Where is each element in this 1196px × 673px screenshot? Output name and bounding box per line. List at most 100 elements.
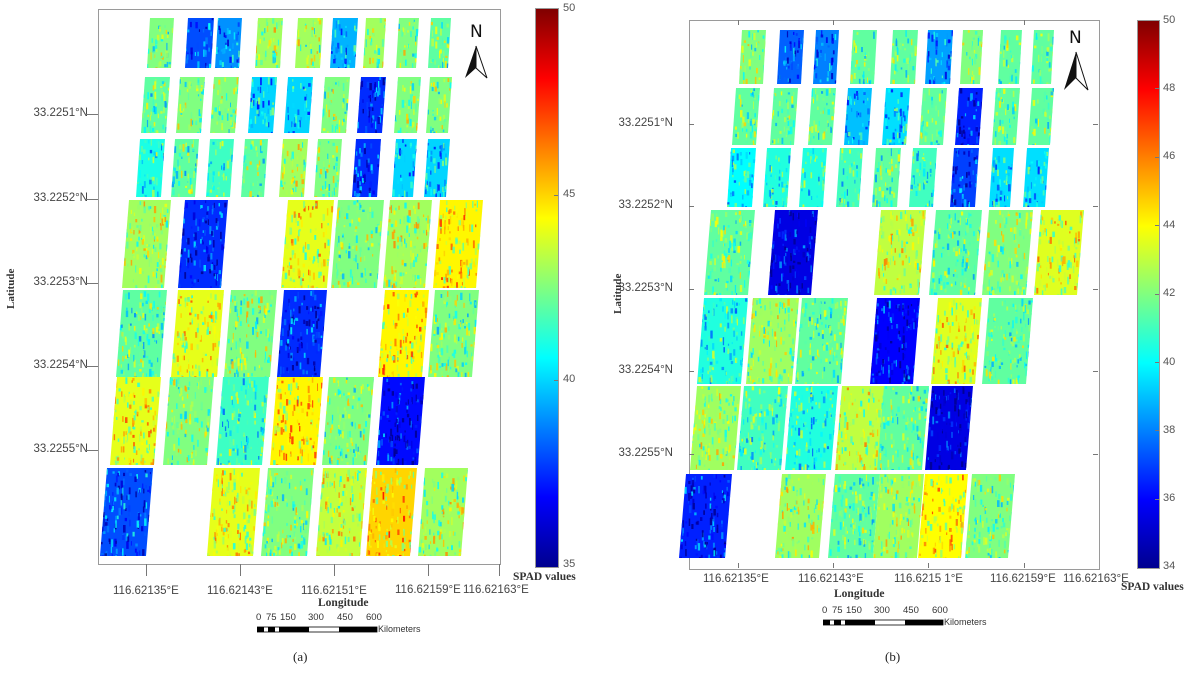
north-label: N [470, 22, 483, 42]
field-plot-fill [777, 30, 804, 84]
field-plot-fill [428, 18, 451, 68]
x-tick [428, 564, 429, 576]
field-plot [241, 139, 268, 197]
x-tick [240, 564, 241, 576]
x-tick [334, 564, 335, 576]
field-plot [799, 148, 827, 207]
field-plot [836, 148, 863, 207]
field-plot [1034, 210, 1084, 295]
field-plot [850, 30, 877, 84]
x-tick-label: 116.62163°E [1063, 573, 1129, 585]
field-plot [989, 148, 1014, 207]
x-tick [1024, 20, 1025, 25]
field-plot [918, 474, 968, 558]
field-plot [690, 386, 741, 470]
x-tick-label: 116.62135°E [703, 573, 769, 585]
field-plot-fill [960, 30, 983, 84]
y-tick [1093, 454, 1098, 455]
y-tick [86, 114, 98, 115]
colorbar-tick [1155, 88, 1159, 89]
panel-label: (b) [885, 649, 901, 664]
scale-unit: Kilometers [378, 624, 421, 634]
x-tick-label: 116.62135°E [113, 585, 179, 597]
colorbar-tick [1155, 157, 1159, 158]
field-plot [925, 386, 973, 470]
x-tick [146, 564, 147, 576]
field-plot [727, 148, 756, 207]
field-plot [828, 474, 880, 558]
field-plot-fill [873, 474, 924, 558]
scale-label: 600 [932, 605, 948, 616]
field-plot-fill [331, 200, 384, 288]
field-plot-fill [768, 210, 818, 295]
colorbar-tick [1155, 499, 1159, 500]
field-plot [813, 30, 839, 84]
scale-bar: 0 75 150 300 450 600 Kilometers [256, 612, 421, 638]
field-plot [270, 377, 323, 465]
field-plot [679, 474, 732, 558]
field-plot-fill [919, 88, 947, 145]
field-plot-fill [171, 139, 199, 197]
y-tick [689, 124, 694, 125]
field-plot-fill [163, 377, 214, 465]
y-tick-label: 33.2252°N [618, 199, 673, 211]
scale-bar-graphic [823, 619, 944, 626]
field-plot [224, 290, 277, 377]
field-plot-fill [363, 18, 386, 68]
field-plot [1023, 148, 1049, 207]
scale-label: 450 [337, 612, 353, 623]
field-plot [992, 88, 1020, 145]
field-plot [261, 468, 314, 556]
field-plot-fill [931, 298, 982, 384]
y-tick [1093, 124, 1098, 125]
scale-label: 0 [822, 605, 828, 616]
x-tick-label: 116.62143°E [798, 573, 864, 585]
field-plot [835, 386, 888, 470]
field-plot-fill [989, 148, 1014, 207]
x-tick [738, 20, 739, 25]
field-plot [775, 474, 826, 558]
scale-label: 450 [903, 605, 919, 616]
colorbar-label: 38 [1163, 424, 1176, 436]
field-plot-fill [122, 200, 171, 288]
field-plot [770, 88, 798, 145]
colorbar-label: 50 [1163, 14, 1176, 26]
y-tick-label: 33.2251°N [33, 107, 88, 119]
field-plot [1028, 88, 1054, 145]
y-tick-label: 33.2254°N [33, 359, 88, 371]
field-plot-fill [836, 148, 863, 207]
y-tick [86, 450, 98, 451]
x-tick [833, 20, 834, 25]
colorbar-tick [554, 195, 558, 196]
x-tick [833, 563, 834, 568]
field-plot [352, 139, 381, 197]
y-tick [1093, 371, 1098, 372]
field-plot [785, 386, 838, 470]
field-plot [960, 30, 983, 84]
field-plot [874, 210, 926, 295]
x-tick-label: 116.62151°E [301, 585, 367, 597]
colorbar [535, 8, 559, 568]
field-plot [737, 386, 788, 470]
field-plot [882, 88, 910, 145]
colorbar-label: 46 [1163, 150, 1176, 162]
scale-label: 150 [280, 612, 296, 623]
colorbar-label: 50 [563, 2, 576, 14]
y-tick [1093, 289, 1098, 290]
field-plot [428, 18, 451, 68]
field-plot-fill [376, 377, 425, 465]
north-arrow: N [1061, 28, 1091, 92]
north-arrow-icon [1064, 51, 1089, 91]
field-plot [248, 77, 277, 133]
scale-label: 600 [366, 612, 382, 623]
field-plot [210, 77, 239, 133]
field-plot [206, 139, 234, 197]
field-plot [931, 298, 982, 384]
field-plot [877, 386, 929, 470]
colorbar-label: 40 [1163, 356, 1176, 368]
field-plot-fill [279, 139, 308, 197]
colorbar-tick [1155, 294, 1159, 295]
field-plot [965, 474, 1015, 558]
y-tick [689, 371, 694, 372]
